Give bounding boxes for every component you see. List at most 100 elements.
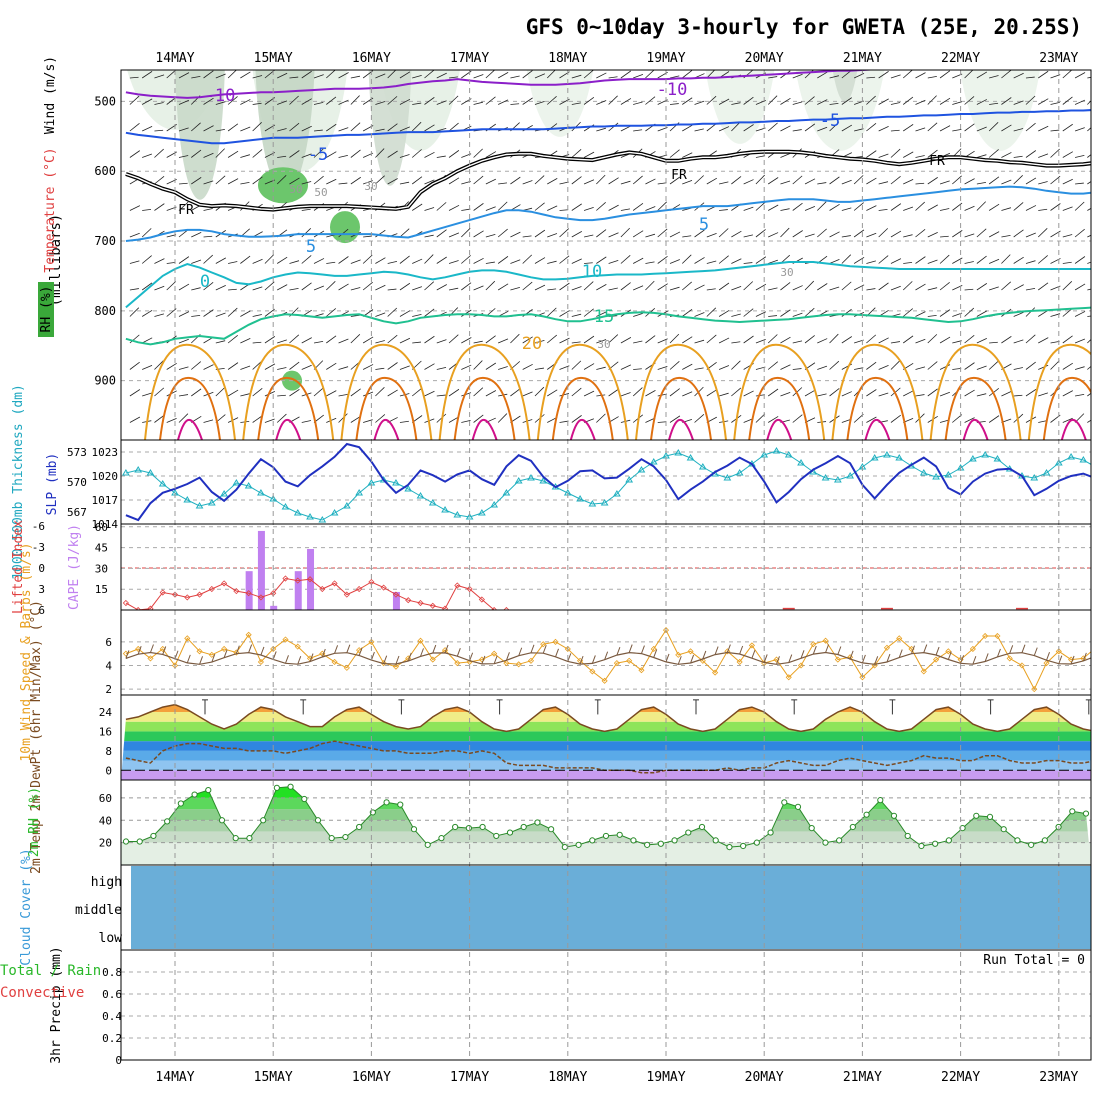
wind-speed-point [859,674,866,681]
wind-barb [927,75,937,79]
wind-barb [571,360,582,370]
wind-barb [583,281,594,291]
wind-barb [645,178,656,185]
wind-barb [755,283,767,291]
date-label-top: 18MAY [548,51,587,66]
wind-barb [485,151,497,158]
wind-barb-tick [162,646,167,655]
wind-barb [461,419,471,423]
wind-barb [804,233,815,238]
temp-band [121,704,1091,712]
wind-barb [326,308,337,317]
li-point [429,602,436,609]
wind-barb [166,261,176,264]
wind-barb [878,282,889,291]
wind-barb [559,209,569,211]
wind-barb [362,254,373,264]
wind-barb [939,254,950,264]
wind-barb [1038,98,1049,105]
wind-barb [559,392,570,397]
wind-barb [461,309,472,317]
wind-barb-tick [407,652,412,662]
thickness-point [1079,456,1088,463]
wind-barb [215,387,226,397]
wind-barb [988,415,1000,423]
wind-barb [915,201,925,211]
wind-barb [1087,234,1091,238]
rh2m-panel: 20 40 60 [99,783,1091,865]
wind-barb [424,234,434,238]
wind-barb [424,308,435,317]
wind-barb [485,233,496,238]
wind-barb [375,148,385,158]
wind-barb [277,128,287,132]
wind-barb [301,125,312,132]
wind-barb [915,256,926,264]
wind-barb [1025,150,1037,158]
wind-barb [448,122,459,132]
wind-barb [338,256,349,264]
wind-barb [301,153,312,158]
li-point [491,606,498,610]
wind-barb [522,363,533,370]
wind-barb [841,97,852,105]
isotherm-30 [962,418,989,440]
li-point [356,585,363,593]
cape-tick: 30 [95,562,108,575]
rh-point [685,829,692,836]
li-tick: 6 [38,604,45,617]
wind-barb [1050,340,1060,344]
wind-barb [276,413,287,423]
rh-legend-swatch [38,282,54,337]
wind-barb [583,308,594,317]
thickness-point [1042,469,1051,476]
wind-barb [915,127,926,132]
wind-barb [608,177,619,185]
rh-point [589,837,596,844]
cape-tick: 45 [95,542,108,555]
thickness-tick: 570 [67,476,87,489]
date-label-bottom: 19MAY [646,1070,685,1085]
wind-barb [240,126,251,132]
wind-barb [362,364,374,370]
wind-barb [436,127,447,132]
wind-barb-tick [628,644,633,653]
wind-barb [1038,125,1049,132]
wind-barb-tick [800,650,805,659]
wind-barb [780,391,791,397]
wind-barb [178,127,189,132]
isotherm-25 [748,376,811,440]
date-label-top: 15MAY [254,51,293,66]
wind-barb [424,151,435,158]
wind-barb [817,338,828,344]
thickness-point [465,513,474,520]
pressure-tick: 500 [94,94,116,108]
rh-band [121,797,1091,810]
wind-barb [866,361,877,370]
wind-barb [731,121,741,132]
wind-barb [191,149,202,158]
wind-barb [399,420,409,423]
temp-band [121,750,1091,761]
wind-barb [227,178,239,185]
wind-barb-tick [542,645,547,654]
li-point [147,605,154,610]
wind-barb [719,181,729,185]
wind-barb [1062,206,1073,211]
wind-barb [412,203,423,211]
wind-barb [326,151,337,158]
wind-speed-point [356,647,363,654]
wind-barb [313,148,324,158]
wind-barb [989,341,998,344]
wind-barb [277,100,288,105]
wind-barb [142,392,152,397]
contour-label: 0 [200,272,210,292]
wind-barb [252,75,263,79]
rh-floor [121,842,1091,865]
thickness-slp-plot [121,442,1091,523]
wind-speed-point [687,648,694,655]
wind-barb [804,96,815,105]
wind-barb [988,176,1000,185]
wind-barb [718,255,729,264]
wind-barb [988,149,999,158]
